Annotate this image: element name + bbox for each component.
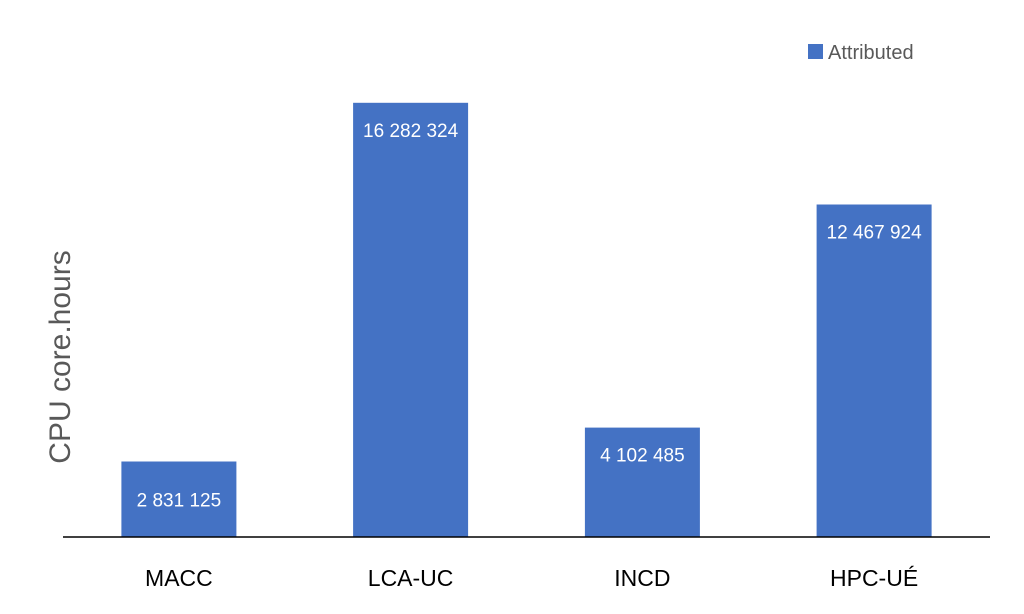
bars-group xyxy=(121,102,932,538)
x-tick-label: HPC-UÉ xyxy=(830,565,918,591)
data-label: 2 831 125 xyxy=(137,490,222,511)
x-tick-label: LCA-UC xyxy=(368,565,454,591)
data-label: 12 467 924 xyxy=(827,223,923,244)
data-labels-group: 2 831 125 16 282 324 4 102 485 12 467 924 xyxy=(137,121,923,511)
bar-hpc-u- xyxy=(816,204,932,537)
y-axis-title: CPU core.hours xyxy=(44,250,77,463)
data-label: 4 102 485 xyxy=(600,446,685,467)
data-label: 16 282 324 xyxy=(363,121,459,142)
bar-incd xyxy=(584,427,700,537)
bar-lca-uc xyxy=(353,102,469,538)
bar-macc xyxy=(121,461,237,537)
category-labels-group: MACC LCA-UC INCD HPC-UÉ xyxy=(145,565,918,591)
x-tick-label: MACC xyxy=(145,565,213,591)
legend: Attributed xyxy=(808,42,914,64)
legend-label: Attributed xyxy=(828,42,914,64)
legend-swatch xyxy=(808,44,823,59)
x-tick-label: INCD xyxy=(614,565,670,591)
